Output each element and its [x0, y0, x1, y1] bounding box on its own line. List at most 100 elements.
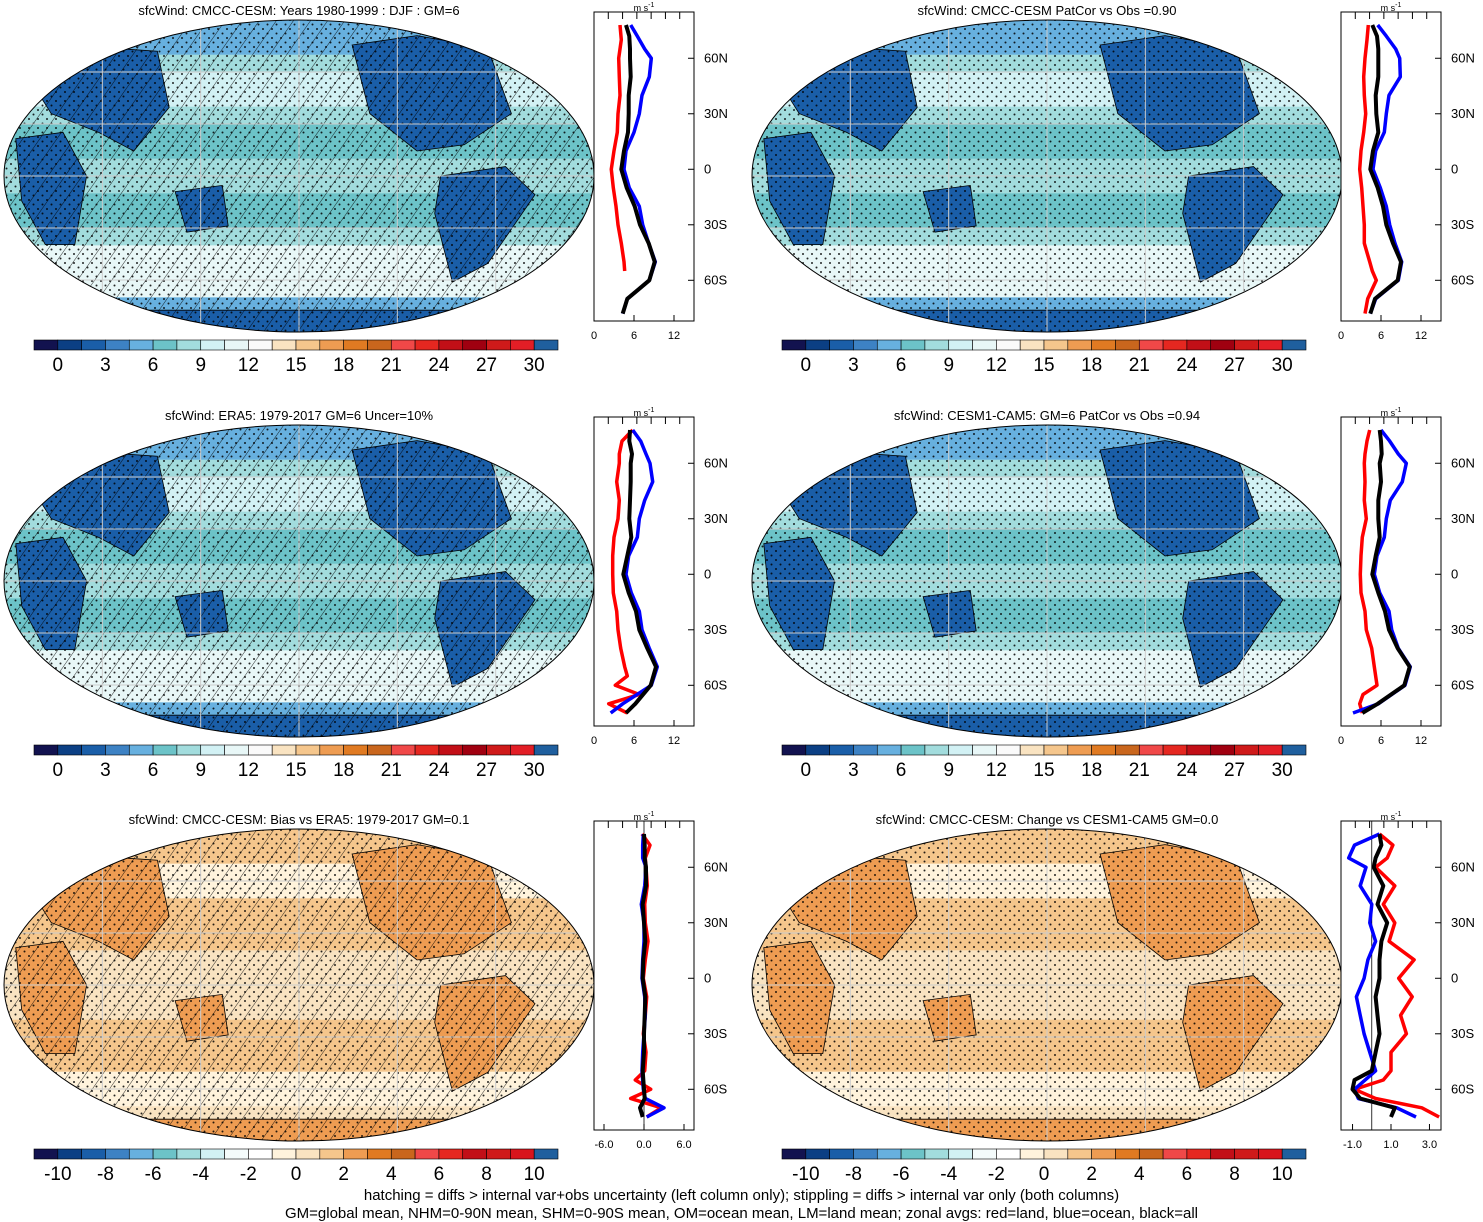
colorbar-swatch — [200, 339, 225, 351]
zonal-frame — [1340, 416, 1442, 727]
colorbar-swatch — [900, 339, 926, 351]
colorbar-tick-label: 30 — [524, 355, 545, 376]
colorbar-tick-label: -4 — [192, 1164, 209, 1185]
zonal-unit: m s-1 — [634, 2, 655, 13]
colorbar-swatch — [533, 339, 559, 351]
colorbar-swatch — [438, 339, 464, 351]
colorbar-swatch — [486, 1148, 511, 1160]
colorbar-tick-label: 0 — [53, 760, 64, 781]
colorbar-tick-label: 30 — [524, 760, 545, 781]
colorbar-swatch — [1258, 339, 1283, 351]
colorbar-tick-label: 27 — [476, 355, 497, 376]
colorbar-tick-label: 21 — [1129, 760, 1150, 781]
colorbar-tick-label: -2 — [240, 1164, 257, 1185]
colorbar-swatch — [152, 339, 178, 351]
colorbar-swatch — [533, 744, 559, 756]
colorbar-swatch — [1210, 744, 1235, 756]
colorbar-swatch — [486, 339, 511, 351]
zonal-lat-label: 30N — [1451, 511, 1475, 526]
colorbar-swatch — [924, 1148, 950, 1160]
colorbar-tick-label: 0 — [801, 355, 812, 376]
colorbar-swatch — [176, 339, 202, 351]
zonal-frame — [1340, 11, 1442, 322]
world-map — [4, 20, 594, 332]
colorbar-swatch — [1019, 339, 1045, 351]
zonal-lat-label: 30S — [704, 1026, 727, 1041]
zonal-frame — [593, 416, 695, 727]
zonal-line-land — [606, 428, 642, 715]
zonal-x-label: 12 — [1415, 330, 1427, 342]
colorbar-tick-label: 15 — [1033, 760, 1054, 781]
colorbar-swatch — [996, 1148, 1021, 1160]
colorbar-tick-label: -10 — [44, 1164, 71, 1185]
colorbar-tick-label: 27 — [476, 760, 497, 781]
colorbar-tick-label: 0 — [1039, 1164, 1050, 1185]
colorbar-tick-label: 15 — [285, 760, 306, 781]
colorbar-swatch — [1043, 1148, 1069, 1160]
panel-title: sfcWind: CMCC-CESM: Years 1980-1999 : DJ… — [138, 3, 459, 18]
colorbar-tick-label: 30 — [1272, 355, 1293, 376]
colorbar-swatch — [1186, 744, 1212, 756]
colorbar-tick-label: -6 — [893, 1164, 910, 1185]
zonal-x-label: 6 — [631, 735, 637, 747]
zonal-mean-plot: m s-1 60N 30N 0 30S 60S 0 6 12 — [1338, 407, 1475, 747]
panel-5: sfcWind: CMCC-CESM: Bias vs ERA5: 1979-2… — [3, 811, 728, 1185]
colorbar-swatch — [128, 339, 154, 351]
zonal-unit: m s-1 — [634, 811, 655, 822]
zonal-lat-label: 0 — [1451, 566, 1458, 581]
footer-legend-note: GM=global mean, NHM=0-90N mean, SHM=0-90… — [284, 1205, 1198, 1222]
colorbar-tick-label: 24 — [1176, 760, 1198, 781]
zonal-x-label: 0.0 — [636, 1139, 651, 1151]
colorbar-swatch — [319, 744, 344, 756]
colorbar-swatch — [1234, 339, 1259, 351]
colorbar-swatch — [1019, 744, 1045, 756]
colorbar-swatch — [510, 744, 535, 756]
colorbar-tick-label: 12 — [238, 760, 259, 781]
zonal-line-land — [1357, 24, 1379, 314]
colorbar-swatch — [128, 744, 154, 756]
zonal-lat-label: 30S — [704, 217, 727, 232]
colorbar-swatch — [200, 744, 225, 756]
zonal-lat-label: 60S — [1451, 1081, 1474, 1096]
colorbar-swatch — [1138, 744, 1164, 756]
zonal-lat-label: 60N — [1451, 859, 1475, 874]
colorbar-swatch — [1186, 339, 1212, 351]
colorbar-swatch — [33, 744, 59, 756]
world-map — [752, 425, 1342, 737]
zonal-lat-label: 30N — [1451, 106, 1475, 121]
colorbar-swatch — [81, 339, 106, 351]
colorbar-tick-label: 0 — [801, 760, 812, 781]
colorbar-swatch — [1115, 1148, 1140, 1160]
colorbar-swatch — [805, 744, 830, 756]
colorbar-tick-label: 10 — [1272, 1164, 1293, 1185]
colorbar-tick-label: -4 — [940, 1164, 957, 1185]
panel-title: sfcWind: CESM1-CAM5: GM=6 PatCor vs Obs … — [894, 408, 1200, 423]
colorbar-swatch — [1067, 1148, 1092, 1160]
panel-1: sfcWind: CMCC-CESM: Years 1980-1999 : DJ… — [3, 2, 728, 376]
zonal-lat-label: 60S — [1451, 677, 1474, 692]
colorbar-swatch — [81, 744, 106, 756]
colorbar-swatch — [224, 1148, 249, 1160]
colorbar-tick-label: 8 — [1229, 1164, 1240, 1185]
colorbar-tick-label: 30 — [1272, 760, 1293, 781]
colorbar-swatch — [1043, 339, 1069, 351]
zonal-frame — [593, 11, 695, 322]
zonal-line-all — [621, 429, 658, 715]
colorbar-swatch — [1091, 1148, 1116, 1160]
zonal-mean-plot: m s-1 60N 30N 0 30S 60S -1.0 1.0 3.0 — [1340, 811, 1475, 1151]
colorbar-swatch — [271, 1148, 297, 1160]
colorbar-swatch — [924, 744, 950, 756]
colorbar-swatch — [152, 1148, 178, 1160]
colorbar-tick-label: -2 — [988, 1164, 1005, 1185]
colorbar-swatch — [876, 339, 902, 351]
colorbar-tick-label: 4 — [1134, 1164, 1145, 1185]
colorbar-swatch — [1281, 744, 1307, 756]
colorbar-swatch — [462, 1148, 487, 1160]
colorbar-tick-label: 12 — [238, 355, 259, 376]
colorbar-tick-label: 6 — [434, 1164, 445, 1185]
colorbar-tick-label: -6 — [145, 1164, 162, 1185]
colorbar-swatch — [319, 1148, 344, 1160]
colorbar-swatch — [486, 744, 511, 756]
zonal-mean-plot: m s-1 60N 30N 0 30S 60S 0 6 12 — [1338, 2, 1475, 342]
zonal-lat-label: 30S — [1451, 1026, 1474, 1041]
